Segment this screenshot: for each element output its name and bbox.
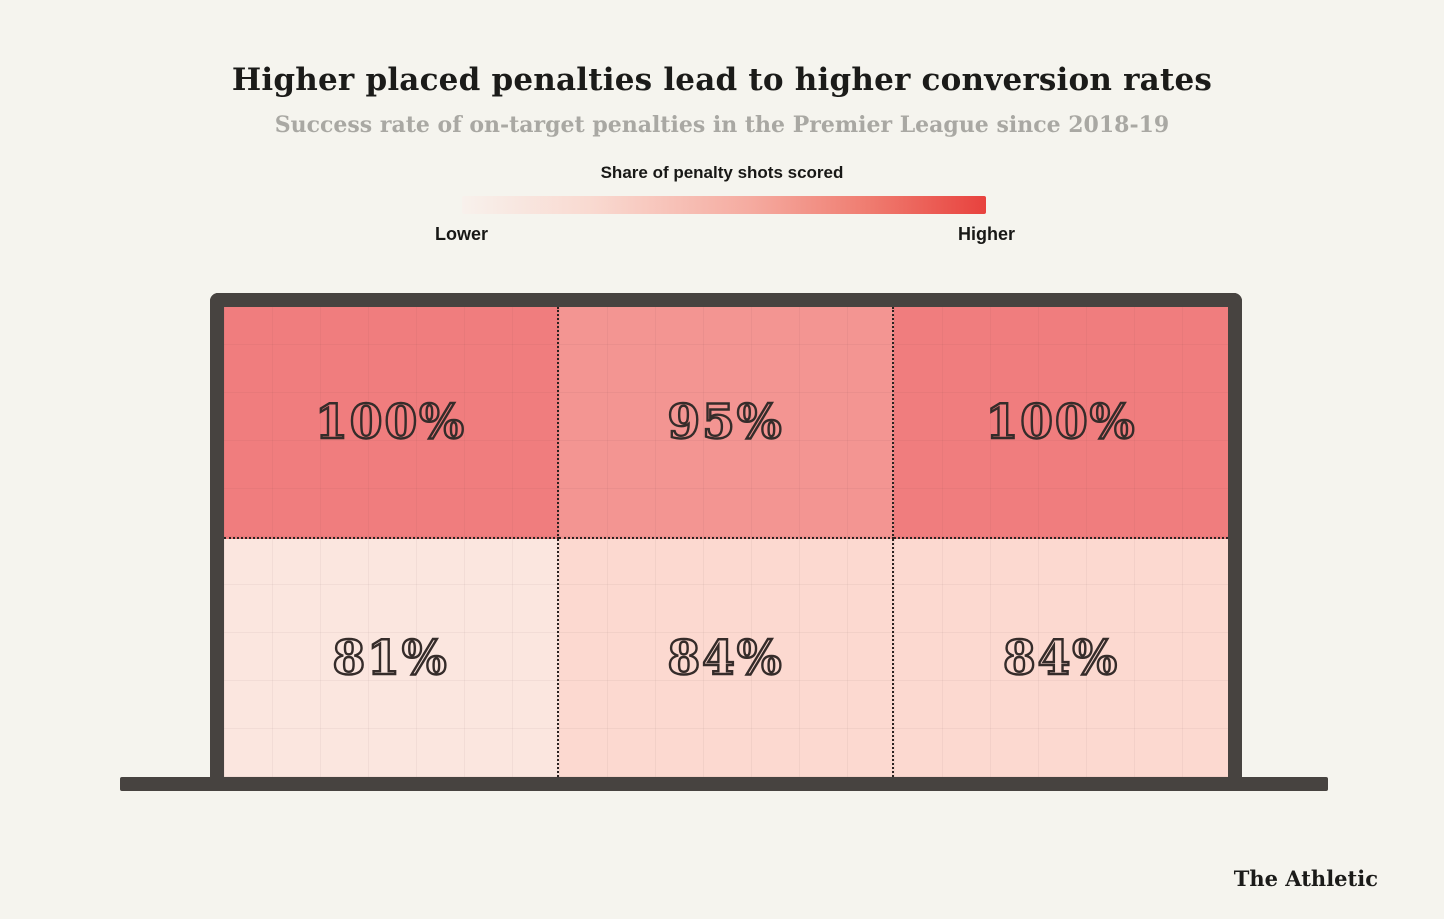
legend-higher-label: Higher xyxy=(957,224,1015,244)
heatmap-cell-top-left: 100% xyxy=(224,307,559,539)
goal-heatmap-grid: 100% 95% 100% 81% 84% 84% xyxy=(224,307,1228,777)
cell-value-top-right: 100% xyxy=(984,393,1137,450)
cell-value-bottom-right: 84% xyxy=(1002,629,1120,686)
cell-value-bottom-left: 81% xyxy=(331,629,449,686)
heatmap-cell-top-right: 100% xyxy=(894,307,1228,539)
page-subtitle: Success rate of on-target penalties in t… xyxy=(274,112,1170,138)
goal-ground-line xyxy=(120,777,1328,791)
legend-lower-label: Lower xyxy=(435,224,489,244)
brand-logo-text: The Athletic xyxy=(1233,866,1378,891)
heatmap-cell-top-middle: 95% xyxy=(559,307,894,539)
page-title: Higher placed penalties lead to higher c… xyxy=(231,62,1213,98)
heatmap-cell-bottom-left: 81% xyxy=(224,539,559,777)
heatmap-cell-bottom-middle: 84% xyxy=(559,539,894,777)
cell-value-top-left: 100% xyxy=(314,393,466,450)
cell-value-top-middle: 95% xyxy=(666,393,784,450)
color-scale-gradient-bar xyxy=(462,196,986,214)
cell-value-bottom-middle: 84% xyxy=(666,629,784,686)
legend-title: Share of penalty shots scored xyxy=(600,163,844,182)
goal-frame: 100% 95% 100% 81% 84% 84% xyxy=(210,293,1242,777)
heatmap-cell-bottom-right: 84% xyxy=(894,539,1228,777)
